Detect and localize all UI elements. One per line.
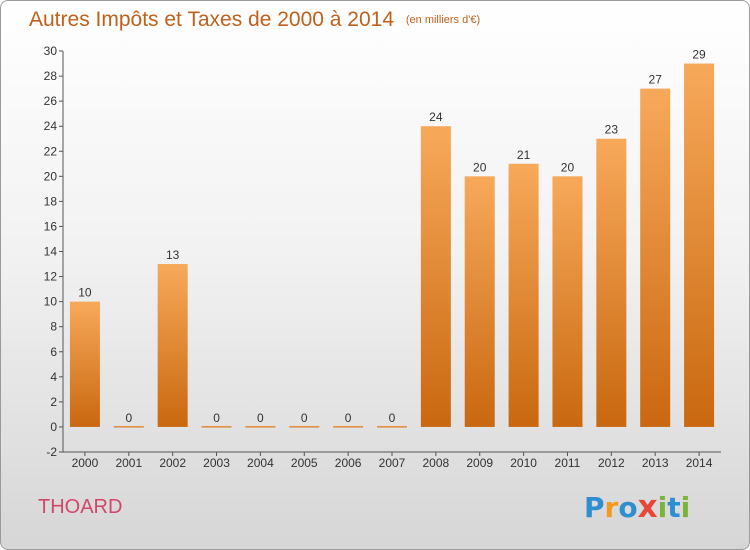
chart-bars <box>69 63 715 428</box>
proxiti-logo: Proxiti <box>584 489 690 525</box>
bar-2007 <box>377 425 407 428</box>
data-label-2012: 23 <box>605 123 619 137</box>
y-tick-label: 8 <box>50 320 57 334</box>
y-tick-label: 28 <box>44 69 58 83</box>
y-tick-label: 24 <box>44 119 58 133</box>
bar-2001 <box>113 425 144 428</box>
bar-2000 <box>69 301 100 427</box>
y-tick-label: 16 <box>44 219 58 233</box>
chart-title: Autres Impôts et Taxes de 2000 à 2014 (e… <box>29 8 480 32</box>
x-tick-label: 2005 <box>291 456 318 470</box>
data-label-2008: 24 <box>429 110 443 124</box>
bar-2006 <box>333 425 364 428</box>
y-tick-label: 10 <box>44 295 58 309</box>
y-tick-label: 6 <box>50 345 57 359</box>
bar-2003 <box>201 425 232 428</box>
data-label-2010: 21 <box>517 148 531 162</box>
data-label-2013: 27 <box>649 73 663 87</box>
x-tick-label: 2007 <box>379 456 406 470</box>
bar-2008 <box>420 126 451 427</box>
bar-2010 <box>508 163 539 427</box>
data-label-2006: 0 <box>345 411 352 425</box>
y-tick-label: 14 <box>44 245 58 259</box>
logo-letter: t <box>667 491 681 524</box>
x-tick-label: 2012 <box>598 456 625 470</box>
data-label-2007: 0 <box>389 411 396 425</box>
chart-title-main: Autres Impôts et Taxes de 2000 à 2014 <box>29 8 395 31</box>
x-tick-label: 2000 <box>72 456 99 470</box>
data-label-2003: 0 <box>213 411 220 425</box>
y-tick-label: -2 <box>46 445 57 459</box>
bar-2002 <box>157 264 188 427</box>
y-tick-label: 4 <box>50 370 57 384</box>
bar-2012 <box>596 138 627 427</box>
chart-title-unit: (en milliers d'€) <box>405 14 481 26</box>
commune-name: THOARD <box>38 496 123 518</box>
x-tick-label: 2013 <box>642 456 669 470</box>
bar-2014 <box>684 63 715 427</box>
bar-2004 <box>245 425 276 428</box>
x-tick-label: 2008 <box>423 456 450 470</box>
data-label-2009: 20 <box>473 160 487 174</box>
y-tick-label: 18 <box>44 194 58 208</box>
y-tick-label: 22 <box>44 144 58 158</box>
y-tick-label: 2 <box>50 395 57 409</box>
data-label-2000: 10 <box>78 286 92 300</box>
x-tick-label: 2011 <box>555 456 581 470</box>
bar-2005 <box>289 425 320 428</box>
bar-2009 <box>464 176 495 427</box>
data-label-2014: 29 <box>692 48 706 62</box>
logo-letter: i <box>657 491 668 524</box>
logo-letter: o <box>618 491 638 524</box>
bar-2013 <box>640 88 671 427</box>
x-tick-label: 2014 <box>686 456 713 470</box>
data-label-2002: 13 <box>166 248 180 262</box>
x-tick-label: 2009 <box>466 456 493 470</box>
x-tick-label: 2004 <box>247 456 274 470</box>
y-tick-label: 30 <box>44 44 58 58</box>
y-tick-label: 12 <box>44 270 58 284</box>
x-tick-label: 2001 <box>115 456 142 470</box>
y-tick-label: 20 <box>44 169 58 183</box>
logo-letter: x <box>637 489 658 525</box>
data-label-2004: 0 <box>257 411 264 425</box>
data-label-2001: 0 <box>125 411 132 425</box>
y-tick-label: 0 <box>50 420 57 434</box>
x-tick-label: 2002 <box>159 456 186 470</box>
y-tick-label: 26 <box>44 94 58 108</box>
logo-letter: P <box>584 491 605 524</box>
data-label-2005: 0 <box>301 411 308 425</box>
bar-2011 <box>552 176 583 427</box>
x-tick-label: 2010 <box>510 456 537 470</box>
x-tick-label: 2003 <box>203 456 230 470</box>
logo-letter: i <box>680 491 691 524</box>
x-tick-label: 2006 <box>335 456 362 470</box>
logo-letter: r <box>604 491 619 524</box>
chart-data-labels: 10 0 13 0 0 0 0 0 24 20 21 20 23 27 29 <box>78 48 706 425</box>
data-label-2011: 20 <box>561 160 575 174</box>
